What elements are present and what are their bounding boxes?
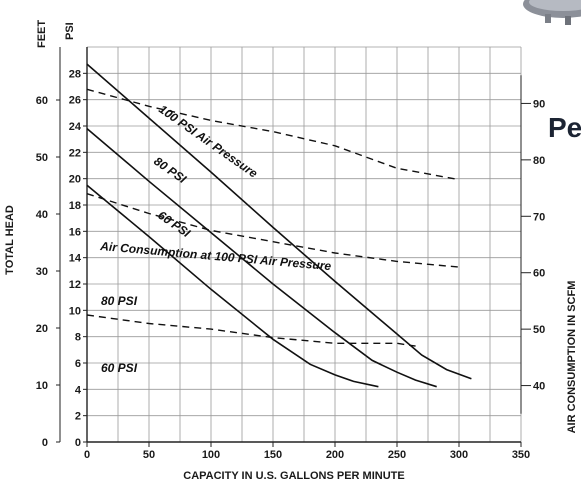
psi-tick-label: 14 xyxy=(69,253,82,265)
air-consumption-axis-title: AIR CONSUMPTION IN SCFM xyxy=(566,281,578,434)
scfm-tick-label: 90 xyxy=(533,98,545,110)
chart-series xyxy=(86,63,472,388)
psi-tick-label: 4 xyxy=(75,384,82,396)
label-air-100psi: Air Consumption at 100 PSI Air Pressure xyxy=(99,239,332,273)
series-line-2 xyxy=(86,184,379,388)
x-tick-label: 200 xyxy=(326,449,344,461)
psi-tick-label: 6 xyxy=(75,358,81,370)
series-line-1 xyxy=(86,127,437,388)
scfm-tick-label: 50 xyxy=(533,324,545,336)
psi-tick-label: 22 xyxy=(69,147,81,159)
psi-tick-label: 8 xyxy=(75,332,81,344)
x-tick-label: 250 xyxy=(388,449,406,461)
chart-ticks: 0 50 100 150 200 250 300 3500246810121416182022… xyxy=(36,68,546,461)
x-tick-label: 300 xyxy=(450,449,468,461)
x-tick-label: 150 xyxy=(264,449,282,461)
feet-tick-label: 0 xyxy=(42,437,48,449)
psi-tick-label: 10 xyxy=(69,305,81,317)
scfm-tick-label: 40 xyxy=(533,381,545,393)
x-tick-label: 50 xyxy=(143,449,155,461)
total-head-axis-title: TOTAL HEAD xyxy=(4,205,16,275)
psi-tick-label: 0 xyxy=(75,437,81,449)
psi-tick-label: 12 xyxy=(69,279,81,291)
series-line-0 xyxy=(86,63,472,380)
feet-tick-label: 20 xyxy=(36,323,48,335)
chart-axes xyxy=(59,47,522,443)
x-tick-label: 350 xyxy=(512,449,530,461)
label-air-80psi: 80 PSI xyxy=(101,294,138,308)
scfm-tick-label: 60 xyxy=(533,268,545,280)
feet-unit-label: FEET xyxy=(36,20,48,48)
label-air-60psi: 60 PSI xyxy=(101,361,138,375)
feet-tick-label: 50 xyxy=(36,152,48,164)
page-heading-fragment: Pe xyxy=(548,112,581,143)
psi-tick-label: 24 xyxy=(69,121,82,133)
scfm-tick-label: 70 xyxy=(533,211,545,223)
x-axis-title: CAPACITY IN U.S. GALLONS PER MINUTE xyxy=(183,470,404,482)
psi-tick-label: 26 xyxy=(69,95,81,107)
feet-tick-label: 60 xyxy=(36,95,48,107)
scfm-tick-label: 80 xyxy=(533,155,545,167)
series-line-5 xyxy=(86,314,416,347)
x-tick-label: 100 xyxy=(202,449,220,461)
psi-unit-label: PSI xyxy=(64,22,76,40)
series-line-4 xyxy=(86,193,460,268)
x-tick-label: 0 xyxy=(84,449,90,461)
psi-tick-label: 28 xyxy=(69,68,81,80)
feet-tick-label: 10 xyxy=(36,380,48,392)
label-curve-80psi: 80 PSI xyxy=(151,154,189,187)
psi-tick-label: 18 xyxy=(69,200,81,212)
series-line-3 xyxy=(86,88,460,181)
psi-tick-label: 20 xyxy=(69,174,81,186)
chart-grid xyxy=(87,46,522,442)
feet-tick-label: 40 xyxy=(36,209,48,221)
feet-tick-label: 30 xyxy=(36,266,48,278)
psi-tick-label: 16 xyxy=(69,226,81,238)
pump-illustration xyxy=(523,0,581,25)
psi-tick-label: 2 xyxy=(75,411,81,423)
